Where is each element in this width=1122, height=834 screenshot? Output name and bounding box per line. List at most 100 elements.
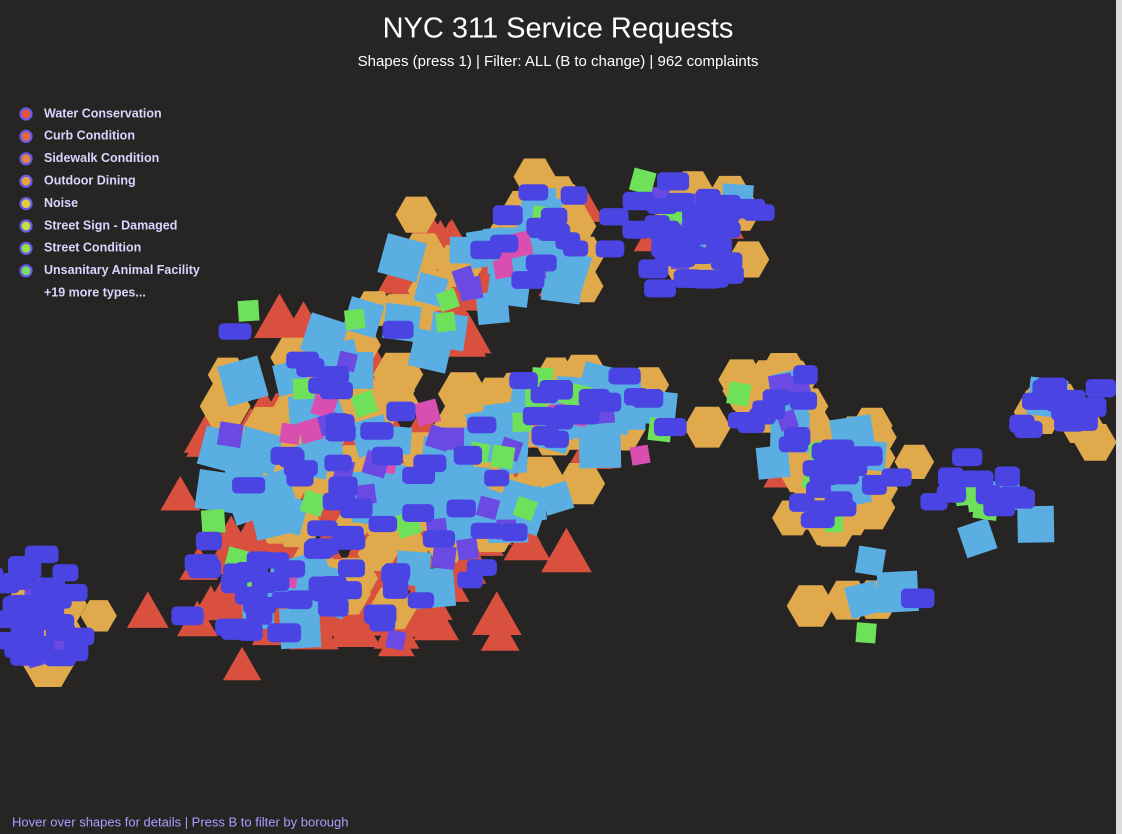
rounded-marker [646,197,678,214]
legend-label[interactable]: Street Condition [44,241,141,255]
rounded-marker [710,252,743,270]
triangle-marker [254,293,305,338]
rounded-marker [324,454,352,472]
rounded-marker [622,220,650,239]
triangle-marker [541,527,592,573]
triangle-marker [480,616,520,651]
rounded-marker [1032,379,1066,397]
subtitle: Shapes (press 1) | Filter: ALL (B to cha… [358,53,759,70]
hexagon-marker [786,585,835,627]
rounded-marker [381,565,410,584]
rounded-marker [325,413,350,431]
rounded-marker [1045,394,1079,412]
scrollbar-edge [1116,0,1122,834]
rounded-marker [1085,379,1116,398]
rounded-marker [484,469,510,487]
square-marker [299,489,327,518]
rounded-marker [31,578,63,599]
rounded-marker [386,401,416,422]
rounded-marker [670,231,701,249]
legend-swatch [19,241,33,255]
rounded-marker [509,372,538,390]
square-marker [844,580,883,619]
rounded-marker [1074,397,1107,417]
rounded-marker [0,575,20,594]
square-marker [279,422,302,445]
square-marker [350,389,379,419]
legend-label[interactable]: Water Conservation [44,106,162,120]
rounded-marker [793,365,818,385]
legend-label[interactable]: Unsanitary Animal Facility [44,263,200,277]
triangle-marker [160,475,201,511]
rounded-marker [322,492,356,511]
legend-label[interactable]: Curb Condition [44,129,135,143]
rounded-marker [331,525,364,546]
rounded-marker [937,467,964,488]
rounded-marker [446,499,476,518]
rounded-marker [789,391,818,410]
square-marker [854,545,887,577]
square-marker [194,469,239,514]
rounded-marker [522,406,555,426]
rounded-marker [328,476,358,497]
title: NYC 311 Service Requests [383,13,734,45]
square-marker [628,167,657,196]
rounded-marker [511,271,545,289]
rounded-marker [218,323,252,340]
legend-swatch [19,219,33,233]
rounded-marker [44,649,76,667]
rounded-marker [900,588,935,609]
rounded-marker [371,446,403,466]
rounded-marker [608,367,641,385]
rounded-marker [657,172,690,191]
rounded-marker [936,485,967,503]
rounded-marker [638,259,669,279]
square-marker [490,444,516,470]
rounded-marker [861,474,887,495]
rounded-marker [34,602,65,619]
rounded-marker [232,477,266,494]
rounded-marker [382,320,414,339]
rounded-marker [595,240,625,258]
legend-swatch [19,264,33,278]
legend-label[interactable]: Sidewalk Condition [44,151,159,165]
legend-label[interactable]: Street Sign - Damaged [44,218,177,232]
hexagon-marker [1074,423,1117,461]
rounded-marker [994,466,1021,487]
rounded-marker [565,405,593,422]
rounded-marker [285,590,313,610]
rounded-marker [360,422,394,440]
rounded-marker [307,520,338,537]
legend-label[interactable]: Noise [44,196,78,210]
rounded-marker [952,448,983,467]
legend-swatch [19,107,33,121]
square-marker [512,495,538,522]
rounded-marker [10,619,40,639]
rounded-marker [653,418,687,437]
rounded-marker [58,583,88,602]
legend-swatch [19,197,33,211]
rounded-marker [220,622,252,640]
rounded-marker [407,592,435,609]
square-marker [538,480,575,516]
rounded-marker [45,622,76,641]
legend-more: +19 more types... [44,285,146,299]
square-marker [957,517,998,559]
footer-hint: Hover over shapes for details | Press B … [12,814,348,829]
rounded-marker [369,612,396,632]
rounded-marker [500,523,528,542]
rounded-marker [308,377,339,394]
square-marker [1017,505,1055,543]
legend-label[interactable]: Outdoor Dining [44,173,136,187]
rounded-marker [800,512,835,529]
rounded-marker [422,530,456,548]
rounded-marker [983,497,1016,517]
rounded-marker [171,606,204,626]
rounded-marker [311,582,344,602]
square-marker [475,495,501,520]
rounded-marker [337,559,366,578]
triangle-marker [212,515,250,548]
rounded-marker [259,572,290,592]
